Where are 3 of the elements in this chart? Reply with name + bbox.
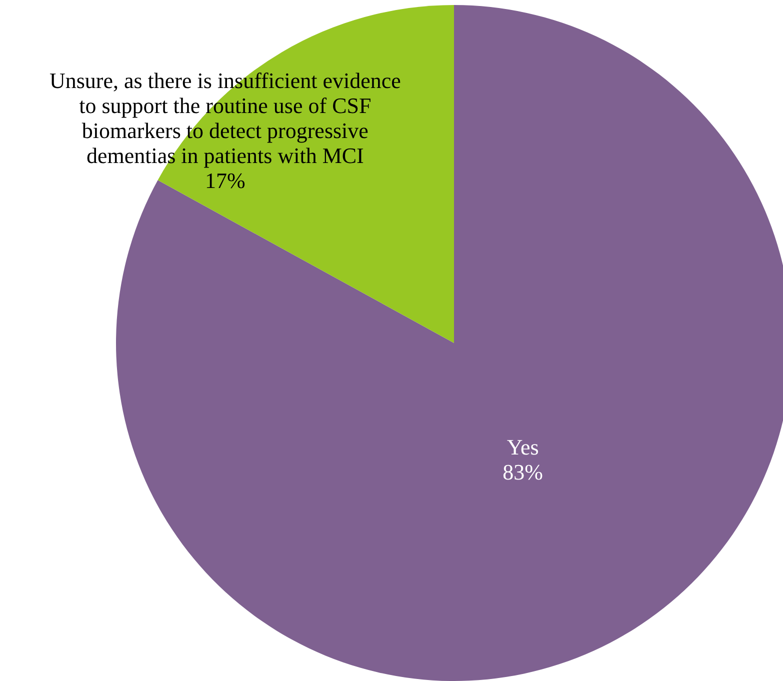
data-label: 83%	[502, 459, 543, 484]
slice-label: Yes	[506, 434, 539, 460]
data-label: 17%	[205, 168, 246, 194]
